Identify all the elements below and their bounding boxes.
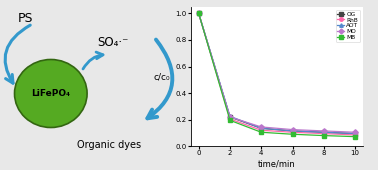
RhB: [197, 12, 201, 14]
X-axis label: time/min: time/min: [258, 159, 296, 168]
AOT: [322, 131, 326, 133]
FancyArrowPatch shape: [147, 40, 172, 118]
RhB: [322, 133, 326, 135]
OG: [322, 131, 326, 133]
MO: [228, 116, 232, 118]
Text: SO₄·⁻: SO₄·⁻: [97, 36, 128, 49]
AOT: [290, 130, 295, 132]
FancyArrowPatch shape: [5, 25, 30, 83]
Line: MB: MB: [197, 12, 357, 139]
RhB: [353, 134, 357, 136]
Text: PS: PS: [18, 12, 34, 25]
Line: OG: OG: [197, 12, 357, 135]
OG: [197, 12, 201, 14]
Line: AOT: AOT: [197, 12, 357, 135]
OG: [353, 133, 357, 135]
OG: [290, 130, 295, 132]
AOT: [228, 115, 232, 117]
MB: [353, 136, 357, 138]
OG: [259, 127, 263, 129]
Line: RhB: RhB: [197, 12, 357, 137]
MB: [197, 12, 201, 14]
MO: [290, 129, 295, 131]
MO: [322, 130, 326, 132]
MO: [259, 126, 263, 128]
Legend: OG, RhB, AOT, MO, MB: OG, RhB, AOT, MO, MB: [336, 10, 360, 42]
Circle shape: [14, 59, 87, 128]
AOT: [259, 127, 263, 129]
RhB: [290, 131, 295, 133]
OG: [228, 116, 232, 118]
RhB: [228, 118, 232, 120]
MO: [353, 131, 357, 133]
Text: LiFePO₄: LiFePO₄: [31, 89, 70, 98]
MB: [228, 119, 232, 121]
Text: Organic dyes: Organic dyes: [77, 140, 141, 149]
Y-axis label: c/c₀: c/c₀: [153, 72, 170, 81]
RhB: [259, 129, 263, 131]
Line: MO: MO: [197, 12, 357, 134]
MB: [290, 133, 295, 135]
MB: [322, 135, 326, 137]
AOT: [353, 133, 357, 135]
AOT: [197, 12, 201, 14]
FancyArrowPatch shape: [83, 52, 103, 69]
MO: [197, 12, 201, 14]
MB: [259, 131, 263, 133]
